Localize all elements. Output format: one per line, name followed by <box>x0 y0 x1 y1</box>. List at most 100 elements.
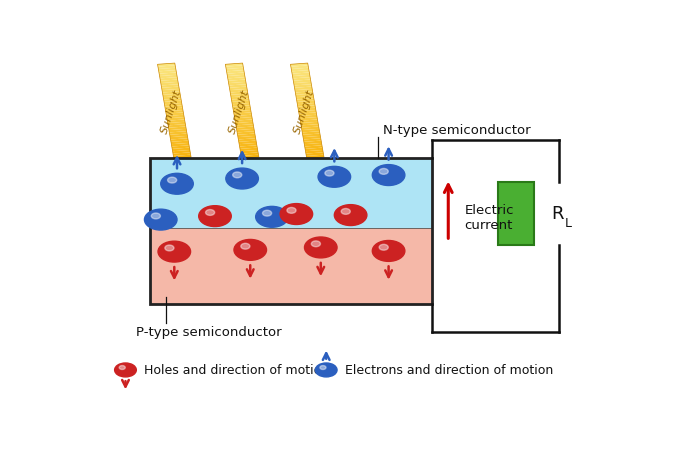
Polygon shape <box>237 132 255 135</box>
Polygon shape <box>294 85 312 88</box>
Text: L: L <box>565 216 572 229</box>
Polygon shape <box>232 101 249 105</box>
Polygon shape <box>234 113 251 117</box>
Polygon shape <box>299 111 316 115</box>
Polygon shape <box>292 71 309 74</box>
Circle shape <box>280 204 313 225</box>
Polygon shape <box>234 111 251 115</box>
Circle shape <box>320 366 326 370</box>
Polygon shape <box>300 115 317 119</box>
Polygon shape <box>173 151 190 154</box>
Polygon shape <box>294 83 312 86</box>
Polygon shape <box>301 125 318 129</box>
Text: Electrons and direction of motion: Electrons and direction of motion <box>345 364 554 377</box>
Circle shape <box>165 245 174 251</box>
Polygon shape <box>230 87 247 91</box>
Polygon shape <box>293 80 311 84</box>
Polygon shape <box>300 123 318 126</box>
Polygon shape <box>162 92 180 96</box>
Polygon shape <box>240 148 258 152</box>
Polygon shape <box>291 66 309 70</box>
Polygon shape <box>226 69 244 72</box>
Polygon shape <box>225 64 243 68</box>
Polygon shape <box>298 106 316 110</box>
Polygon shape <box>158 66 176 70</box>
Polygon shape <box>232 106 251 110</box>
Polygon shape <box>174 155 191 159</box>
Polygon shape <box>167 115 184 119</box>
Polygon shape <box>227 71 244 74</box>
Polygon shape <box>292 74 309 77</box>
Polygon shape <box>295 92 313 96</box>
Circle shape <box>226 169 258 189</box>
Circle shape <box>325 171 334 177</box>
Polygon shape <box>300 118 318 121</box>
Circle shape <box>167 178 176 184</box>
Polygon shape <box>172 148 190 152</box>
Text: Sunlight: Sunlight <box>293 88 316 135</box>
Circle shape <box>315 363 337 377</box>
Circle shape <box>115 363 136 377</box>
Polygon shape <box>158 64 175 68</box>
Text: R: R <box>552 205 564 223</box>
Polygon shape <box>164 99 181 103</box>
Polygon shape <box>295 94 314 98</box>
Polygon shape <box>235 123 253 126</box>
Polygon shape <box>303 137 321 140</box>
Polygon shape <box>170 137 188 140</box>
Circle shape <box>206 210 215 216</box>
Polygon shape <box>160 76 177 79</box>
Polygon shape <box>232 99 249 103</box>
Polygon shape <box>304 143 322 147</box>
Polygon shape <box>237 134 256 138</box>
Polygon shape <box>167 118 185 121</box>
Polygon shape <box>172 146 190 150</box>
Polygon shape <box>234 118 253 121</box>
Polygon shape <box>239 139 256 143</box>
Circle shape <box>144 210 177 230</box>
Polygon shape <box>160 78 178 82</box>
Polygon shape <box>167 120 185 124</box>
Polygon shape <box>240 151 258 154</box>
Circle shape <box>379 245 389 251</box>
Polygon shape <box>302 127 319 131</box>
Polygon shape <box>160 80 178 84</box>
Circle shape <box>158 242 190 262</box>
Polygon shape <box>304 141 321 145</box>
Circle shape <box>287 208 296 214</box>
Polygon shape <box>297 99 314 103</box>
Polygon shape <box>237 127 254 131</box>
Polygon shape <box>166 111 183 115</box>
Circle shape <box>232 173 241 179</box>
Polygon shape <box>241 153 258 156</box>
Bar <box>150 158 432 228</box>
Polygon shape <box>237 129 254 133</box>
Polygon shape <box>165 106 183 110</box>
Circle shape <box>372 241 405 262</box>
Polygon shape <box>235 120 253 124</box>
Polygon shape <box>305 148 323 152</box>
Polygon shape <box>159 74 177 77</box>
Polygon shape <box>165 108 183 112</box>
Circle shape <box>372 165 405 186</box>
Polygon shape <box>239 141 256 145</box>
Text: Sunlight: Sunlight <box>160 88 183 135</box>
Polygon shape <box>290 64 308 68</box>
Circle shape <box>318 167 351 188</box>
Circle shape <box>262 211 272 216</box>
Circle shape <box>312 241 321 247</box>
Polygon shape <box>305 151 323 154</box>
Polygon shape <box>161 83 178 86</box>
Polygon shape <box>239 143 257 147</box>
Text: Electric
current: Electric current <box>465 203 514 231</box>
Polygon shape <box>238 137 256 140</box>
Polygon shape <box>169 129 187 133</box>
Polygon shape <box>163 94 181 98</box>
Polygon shape <box>162 90 180 93</box>
Polygon shape <box>228 76 245 79</box>
Polygon shape <box>295 87 312 91</box>
Bar <box>498 183 533 245</box>
Polygon shape <box>233 108 251 112</box>
Polygon shape <box>302 129 319 133</box>
Polygon shape <box>169 134 188 138</box>
